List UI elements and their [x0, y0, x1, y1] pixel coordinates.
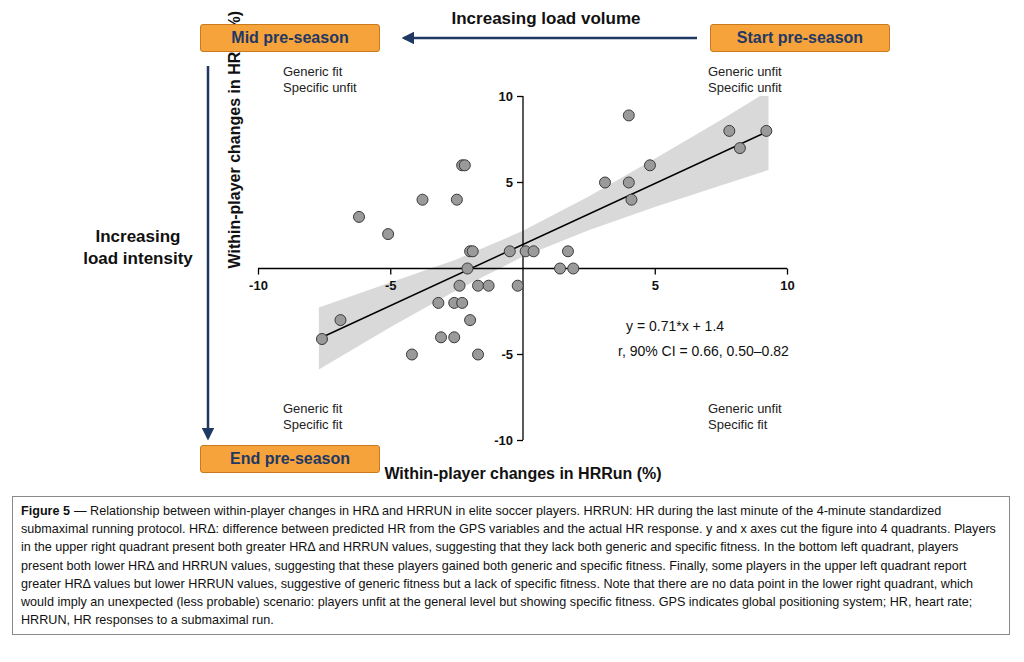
html-text:Start pre-season: Start pre-season [736, 29, 864, 46]
html-text:Increasing: Increasing [95, 227, 181, 246]
html-text:Figure 5 — Relationship betwee: Figure 5 — Relationship between within-p… [21, 504, 996, 628]
svg-text:5: 5 [506, 175, 513, 190]
svg-text:10: 10 [780, 278, 794, 293]
svg-text:10: 10 [499, 89, 513, 104]
html-text:Specific unfit: Specific unfit [283, 80, 357, 95]
svg-text:-5: -5 [385, 278, 397, 293]
svg-text:Within-player changes in HRRun: Within-player changes in HRRun (%) [384, 465, 661, 482]
svg-text:-10: -10 [249, 278, 268, 293]
svg-text:5: 5 [652, 278, 659, 293]
svg-text:-5: -5 [501, 347, 513, 362]
html-text:Specific fit: Specific fit [708, 417, 768, 432]
html-text:Generic unfit: Generic unfit [708, 64, 782, 79]
svg-text:Within-player changes in HRΔ (: Within-player changes in HRΔ (%) [225, 10, 243, 269]
html-text:Generic fit: Generic fit [283, 64, 343, 79]
html-text:Specific unfit: Specific unfit [708, 80, 782, 95]
html-text:Specific fit: Specific fit [283, 417, 343, 432]
html-text:r, 90% CI = 0.66, 0.50–0.82: r, 90% CI = 0.66, 0.50–0.82 [618, 343, 789, 359]
html-text:Generic unfit: Generic unfit [708, 401, 782, 416]
html-text:End pre-season: End pre-season [230, 450, 350, 467]
html-text:Mid pre-season: Mid pre-season [231, 29, 349, 46]
html-text:Increasing load volume: Increasing load volume [451, 9, 641, 28]
html-text:load intensity: load intensity [83, 249, 193, 268]
svg-text:-10: -10 [494, 433, 513, 448]
html-text:y = 0.71*x + 1.4: y = 0.71*x + 1.4 [626, 318, 725, 334]
html-text:Generic fit: Generic fit [283, 401, 343, 416]
